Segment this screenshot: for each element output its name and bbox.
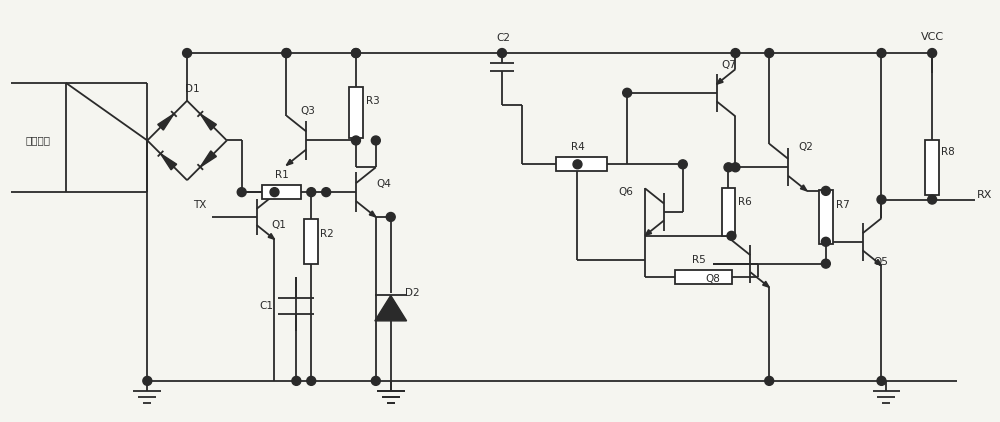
- Polygon shape: [268, 233, 274, 239]
- Text: RX: RX: [977, 189, 992, 200]
- Circle shape: [322, 188, 331, 197]
- Circle shape: [765, 49, 774, 57]
- Text: Q8: Q8: [705, 273, 720, 284]
- Circle shape: [727, 231, 736, 240]
- Circle shape: [877, 49, 886, 57]
- Circle shape: [498, 49, 506, 57]
- Polygon shape: [161, 154, 177, 170]
- Circle shape: [821, 237, 830, 246]
- Bar: [556, 157, 607, 171]
- Polygon shape: [158, 114, 174, 130]
- Circle shape: [307, 376, 316, 385]
- Text: C2: C2: [496, 33, 510, 43]
- Text: R8: R8: [941, 147, 955, 157]
- Polygon shape: [875, 260, 881, 265]
- Bar: [262, 185, 301, 199]
- Circle shape: [282, 49, 291, 57]
- Bar: [675, 270, 732, 284]
- Circle shape: [731, 163, 740, 172]
- Circle shape: [821, 187, 830, 195]
- Text: R3: R3: [366, 96, 380, 106]
- Circle shape: [877, 376, 886, 385]
- Circle shape: [573, 160, 582, 169]
- Text: C1: C1: [260, 301, 274, 311]
- Text: Q5: Q5: [873, 257, 888, 267]
- Text: Q2: Q2: [799, 142, 813, 152]
- Circle shape: [877, 195, 886, 204]
- Polygon shape: [200, 114, 216, 130]
- Bar: [925, 140, 939, 195]
- Circle shape: [270, 188, 279, 197]
- Bar: [349, 87, 363, 138]
- Polygon shape: [763, 281, 769, 287]
- Text: Q1: Q1: [271, 220, 286, 230]
- Circle shape: [282, 49, 291, 57]
- Circle shape: [386, 213, 395, 222]
- Text: TX: TX: [193, 200, 207, 210]
- Circle shape: [183, 49, 192, 57]
- Text: VCC: VCC: [921, 32, 944, 42]
- Polygon shape: [375, 295, 407, 321]
- Polygon shape: [800, 185, 807, 191]
- Text: R7: R7: [836, 200, 850, 210]
- Text: Q4: Q4: [376, 179, 391, 189]
- Polygon shape: [645, 230, 652, 235]
- Circle shape: [678, 160, 687, 169]
- Text: 总线接入: 总线接入: [26, 135, 51, 146]
- Bar: [819, 189, 833, 244]
- Text: R6: R6: [738, 197, 752, 207]
- Circle shape: [351, 49, 360, 57]
- Text: R4: R4: [571, 142, 584, 152]
- Polygon shape: [369, 211, 376, 217]
- Text: Q6: Q6: [619, 187, 634, 197]
- Text: D2: D2: [405, 289, 420, 298]
- Circle shape: [765, 376, 774, 385]
- Text: D1: D1: [185, 84, 199, 94]
- Circle shape: [351, 136, 360, 145]
- Circle shape: [292, 376, 301, 385]
- Text: R1: R1: [275, 170, 288, 180]
- Polygon shape: [286, 160, 293, 165]
- Circle shape: [731, 49, 740, 57]
- Polygon shape: [200, 151, 216, 167]
- Text: R2: R2: [320, 229, 334, 239]
- Circle shape: [237, 188, 246, 197]
- Circle shape: [307, 188, 316, 197]
- Circle shape: [623, 88, 632, 97]
- Circle shape: [371, 376, 380, 385]
- Circle shape: [351, 49, 360, 57]
- Text: R5: R5: [692, 255, 706, 265]
- Circle shape: [143, 376, 152, 385]
- Bar: [722, 188, 735, 236]
- Bar: [304, 219, 318, 264]
- Text: Q7: Q7: [721, 60, 736, 70]
- Circle shape: [724, 163, 733, 172]
- Circle shape: [928, 195, 937, 204]
- Circle shape: [821, 259, 830, 268]
- Circle shape: [928, 49, 937, 57]
- Text: Q3: Q3: [301, 106, 316, 116]
- Circle shape: [371, 136, 380, 145]
- Polygon shape: [717, 78, 723, 84]
